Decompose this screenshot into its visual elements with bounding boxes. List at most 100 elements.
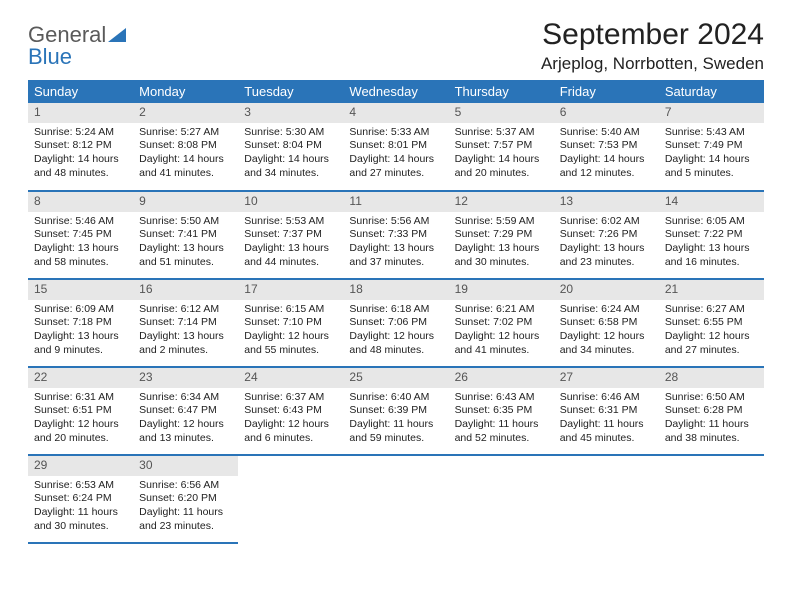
day-body: Sunrise: 5:46 AMSunset: 7:45 PMDaylight:… — [28, 212, 133, 276]
daylight-line: Daylight: 13 hours and 37 minutes. — [349, 242, 442, 269]
calendar-cell: 19Sunrise: 6:21 AMSunset: 7:02 PMDayligh… — [449, 279, 554, 367]
day-number: 24 — [238, 368, 343, 388]
calendar-cell: 28Sunrise: 6:50 AMSunset: 6:28 PMDayligh… — [659, 367, 764, 455]
day-number: 7 — [659, 103, 764, 123]
day-header: Friday — [554, 80, 659, 103]
day-number: 30 — [133, 456, 238, 476]
sunrise-line: Sunrise: 5:50 AM — [139, 215, 232, 229]
calendar-cell: 16Sunrise: 6:12 AMSunset: 7:14 PMDayligh… — [133, 279, 238, 367]
sunset-line: Sunset: 6:51 PM — [34, 404, 127, 418]
sunset-line: Sunset: 6:43 PM — [244, 404, 337, 418]
day-header: Wednesday — [343, 80, 448, 103]
daylight-line: Daylight: 14 hours and 34 minutes. — [244, 153, 337, 180]
location: Arjeplog, Norrbotten, Sweden — [541, 54, 764, 74]
calendar-cell: 15Sunrise: 6:09 AMSunset: 7:18 PMDayligh… — [28, 279, 133, 367]
daylight-line: Daylight: 12 hours and 6 minutes. — [244, 418, 337, 445]
calendar-cell: 5Sunrise: 5:37 AMSunset: 7:57 PMDaylight… — [449, 103, 554, 191]
day-body: Sunrise: 6:53 AMSunset: 6:24 PMDaylight:… — [28, 476, 133, 540]
day-number: 27 — [554, 368, 659, 388]
day-body: Sunrise: 5:59 AMSunset: 7:29 PMDaylight:… — [449, 212, 554, 276]
sunrise-line: Sunrise: 6:18 AM — [349, 303, 442, 317]
calendar-cell — [449, 455, 554, 543]
sunset-line: Sunset: 6:31 PM — [560, 404, 653, 418]
day-number: 15 — [28, 280, 133, 300]
calendar-cell: 23Sunrise: 6:34 AMSunset: 6:47 PMDayligh… — [133, 367, 238, 455]
calendar-cell: 1 Sunrise: 5:24 AMSunset: 8:12 PMDaylight… — [28, 103, 133, 191]
day-number: 25 — [343, 368, 448, 388]
calendar-cell — [659, 455, 764, 543]
calendar-cell: 10Sunrise: 5:53 AMSunset: 7:37 PMDayligh… — [238, 191, 343, 279]
calendar-week-row: 1Sunrise: 5:24 AMSunset: 8:12 PMDaylight… — [28, 103, 764, 191]
day-body: Sunrise: 5:43 AMSunset: 7:49 PMDaylight:… — [659, 123, 764, 187]
day-number: 8 — [28, 192, 133, 212]
daylight-line: Daylight: 14 hours and 48 minutes. — [34, 153, 127, 180]
calendar-week-row: 29Sunrise: 6:53 AMSunset: 6:24 PMDayligh… — [28, 455, 764, 543]
daylight-line: Daylight: 11 hours and 45 minutes. — [560, 418, 653, 445]
sunrise-line: Sunrise: 6:12 AM — [139, 303, 232, 317]
calendar-cell — [554, 455, 659, 543]
daylight-line: Daylight: 12 hours and 48 minutes. — [349, 330, 442, 357]
daylight-line: Daylight: 14 hours and 12 minutes. — [560, 153, 653, 180]
calendar-week-row: 22Sunrise: 6:31 AMSunset: 6:51 PMDayligh… — [28, 367, 764, 455]
day-number: 16 — [133, 280, 238, 300]
calendar-week-row: 15Sunrise: 6:09 AMSunset: 7:18 PMDayligh… — [28, 279, 764, 367]
sunrise-line: Sunrise: 6:37 AM — [244, 391, 337, 405]
day-number: 12 — [449, 192, 554, 212]
sunrise-line: Sunrise: 6:27 AM — [665, 303, 758, 317]
day-number: 11 — [343, 192, 448, 212]
sunrise-line: Sunrise: 5:24 AM — [34, 126, 127, 140]
sunset-line: Sunset: 7:49 PM — [665, 139, 758, 153]
sunset-line: Sunset: 7:33 PM — [349, 228, 442, 242]
sunset-line: Sunset: 7:29 PM — [455, 228, 548, 242]
daylight-line: Daylight: 13 hours and 16 minutes. — [665, 242, 758, 269]
day-number: 10 — [238, 192, 343, 212]
calendar-cell: 6Sunrise: 5:40 AMSunset: 7:53 PMDaylight… — [554, 103, 659, 191]
day-body: Sunrise: 5:27 AMSunset: 8:08 PMDaylight:… — [133, 123, 238, 187]
day-number: 23 — [133, 368, 238, 388]
day-number: 1 — [28, 103, 133, 123]
sunrise-line: Sunrise: 5:53 AM — [244, 215, 337, 229]
day-body: Sunrise: 5:50 AMSunset: 7:41 PMDaylight:… — [133, 212, 238, 276]
sunset-line: Sunset: 7:53 PM — [560, 139, 653, 153]
day-number: 21 — [659, 280, 764, 300]
sunset-line: Sunset: 6:24 PM — [34, 492, 127, 506]
sunrise-line: Sunrise: 6:56 AM — [139, 479, 232, 493]
day-body: Sunrise: 6:09 AMSunset: 7:18 PMDaylight:… — [28, 300, 133, 364]
calendar-cell: 2Sunrise: 5:27 AMSunset: 8:08 PMDaylight… — [133, 103, 238, 191]
daylight-line: Daylight: 12 hours and 41 minutes. — [455, 330, 548, 357]
daylight-line: Daylight: 13 hours and 58 minutes. — [34, 242, 127, 269]
daylight-line: Daylight: 12 hours and 55 minutes. — [244, 330, 337, 357]
day-number: 22 — [28, 368, 133, 388]
day-body: Sunrise: 5:30 AMSunset: 8:04 PMDaylight:… — [238, 123, 343, 187]
day-header: Sunday — [28, 80, 133, 103]
sunset-line: Sunset: 7:57 PM — [455, 139, 548, 153]
daylight-line: Daylight: 14 hours and 27 minutes. — [349, 153, 442, 180]
day-body: Sunrise: 6:05 AMSunset: 7:22 PMDaylight:… — [659, 212, 764, 276]
day-body: Sunrise: 6:43 AMSunset: 6:35 PMDaylight:… — [449, 388, 554, 452]
daylight-line: Daylight: 12 hours and 13 minutes. — [139, 418, 232, 445]
sunrise-line: Sunrise: 5:56 AM — [349, 215, 442, 229]
day-number: 3 — [238, 103, 343, 123]
sunrise-line: Sunrise: 5:46 AM — [34, 215, 127, 229]
sunset-line: Sunset: 8:12 PM — [34, 139, 127, 153]
calendar-cell: 3Sunrise: 5:30 AMSunset: 8:04 PMDaylight… — [238, 103, 343, 191]
daylight-line: Daylight: 11 hours and 52 minutes. — [455, 418, 548, 445]
logo-triangle-icon — [108, 22, 126, 47]
day-body: Sunrise: 5:53 AMSunset: 7:37 PMDaylight:… — [238, 212, 343, 276]
brand-logo: General Blue — [28, 18, 126, 68]
day-body: Sunrise: 6:56 AMSunset: 6:20 PMDaylight:… — [133, 476, 238, 540]
sunset-line: Sunset: 6:35 PM — [455, 404, 548, 418]
sunset-line: Sunset: 7:22 PM — [665, 228, 758, 242]
daylight-line: Daylight: 12 hours and 27 minutes. — [665, 330, 758, 357]
sunset-line: Sunset: 7:26 PM — [560, 228, 653, 242]
calendar-cell: 7Sunrise: 5:43 AMSunset: 7:49 PMDaylight… — [659, 103, 764, 191]
sunrise-line: Sunrise: 5:59 AM — [455, 215, 548, 229]
day-body: Sunrise: 6:37 AMSunset: 6:43 PMDaylight:… — [238, 388, 343, 452]
daylight-line: Daylight: 13 hours and 44 minutes. — [244, 242, 337, 269]
daylight-line: Daylight: 11 hours and 23 minutes. — [139, 506, 232, 533]
sunset-line: Sunset: 8:04 PM — [244, 139, 337, 153]
sunrise-line: Sunrise: 6:50 AM — [665, 391, 758, 405]
sunrise-line: Sunrise: 6:09 AM — [34, 303, 127, 317]
sunset-line: Sunset: 7:37 PM — [244, 228, 337, 242]
sunrise-line: Sunrise: 5:40 AM — [560, 126, 653, 140]
